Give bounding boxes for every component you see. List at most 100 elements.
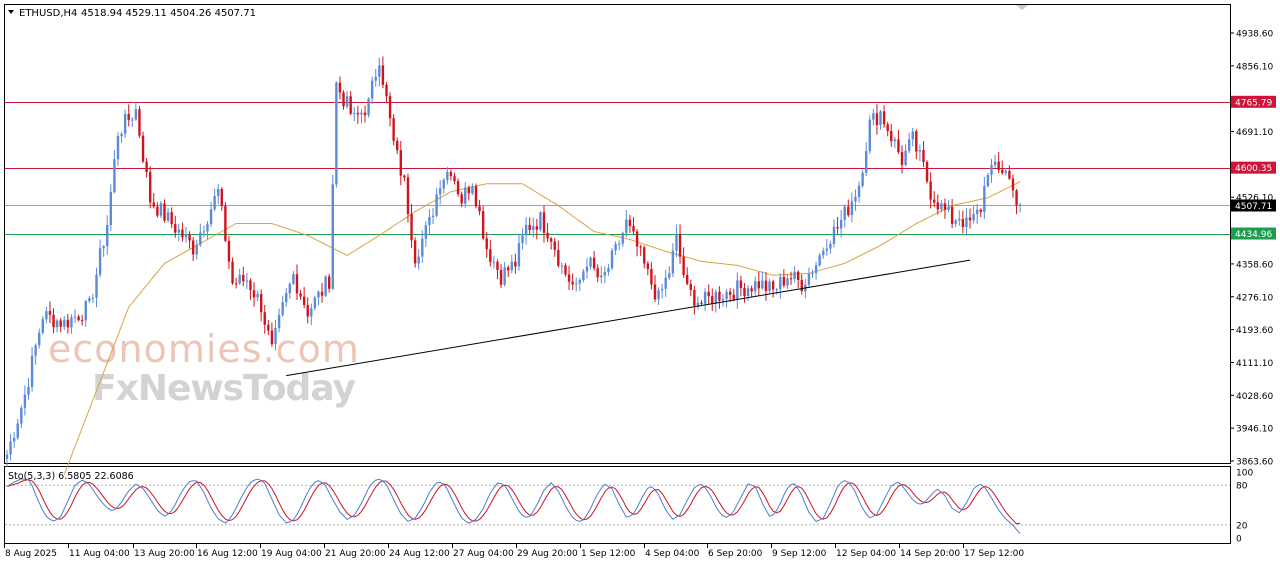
candle-body — [267, 324, 270, 331]
candle — [48, 301, 52, 324]
candle — [829, 241, 832, 254]
candle — [532, 217, 535, 238]
candles-layer — [5, 56, 1022, 468]
candle — [66, 314, 70, 334]
candle-body — [829, 243, 832, 249]
candle — [417, 249, 420, 270]
candle — [882, 105, 886, 128]
candle — [596, 264, 599, 283]
candle — [231, 257, 234, 285]
candle-body — [990, 165, 993, 175]
candle-body — [385, 84, 388, 97]
candle-body — [152, 202, 155, 207]
price-tick-label: 3946.10 — [1236, 425, 1273, 435]
candle-body — [793, 271, 796, 279]
candle — [220, 187, 223, 211]
candle — [317, 290, 320, 306]
candle — [41, 315, 44, 335]
stoch-signal-line — [6, 479, 1021, 525]
candle — [635, 229, 639, 257]
candle — [295, 264, 299, 301]
candle — [750, 285, 753, 297]
candle — [338, 76, 342, 100]
candle — [370, 76, 374, 105]
candle — [943, 198, 947, 219]
candle-body — [381, 65, 385, 85]
candle — [184, 226, 188, 243]
candle-body — [847, 206, 850, 216]
candle-body — [460, 194, 463, 204]
candle-body — [918, 149, 922, 152]
levels-layer — [5, 102, 1230, 235]
candle — [120, 132, 123, 143]
candle-body — [16, 423, 19, 438]
candle-body — [940, 203, 943, 210]
candle — [625, 210, 628, 238]
candle — [349, 90, 352, 116]
candle-body — [353, 112, 356, 114]
candle — [893, 136, 897, 148]
candle-body — [5, 454, 9, 459]
symbol-dropdown-icon[interactable] — [8, 10, 14, 14]
candle — [88, 296, 91, 304]
candle-body — [70, 317, 73, 328]
candle-body — [549, 238, 553, 242]
candle-body — [421, 238, 424, 257]
candle-body — [571, 281, 574, 285]
candle-body — [55, 320, 59, 328]
watermark-line1: economies.com — [48, 327, 360, 371]
candle — [202, 225, 206, 238]
candle — [163, 199, 166, 223]
time-tick-label: 17 Sep 12:00 — [964, 549, 1024, 559]
candle — [363, 105, 367, 123]
candle — [1001, 160, 1004, 175]
candle-body — [897, 139, 900, 153]
candle — [757, 271, 760, 296]
candle — [453, 172, 456, 185]
candle — [997, 152, 1000, 173]
time-tick-label: 14 Sep 20:00 — [900, 549, 960, 559]
candle-body — [227, 240, 231, 262]
candle — [80, 314, 84, 326]
price-tick-label: 4526.10 — [1236, 194, 1273, 204]
candle — [12, 432, 16, 448]
candle-body — [288, 283, 292, 294]
candle-body — [324, 276, 327, 296]
candle-body — [34, 345, 37, 356]
candle — [252, 282, 256, 307]
time-tick-label: 9 Sep 12:00 — [772, 549, 827, 559]
candle-body — [524, 224, 528, 236]
candle-body — [879, 111, 882, 126]
candle-body — [983, 186, 986, 212]
candle — [281, 295, 284, 317]
candle-body — [807, 273, 811, 285]
candle — [234, 277, 238, 289]
candle — [320, 282, 324, 303]
candle — [664, 269, 667, 298]
candle-body — [904, 150, 907, 166]
candle — [127, 104, 130, 127]
candle-body — [363, 112, 367, 116]
candle — [743, 283, 746, 303]
candle — [718, 286, 721, 309]
candle-body — [979, 209, 982, 212]
collapse-chevron-icon[interactable] — [1016, 5, 1028, 10]
level-price-tag-1 — [1231, 95, 1276, 108]
candle — [603, 266, 607, 284]
candle — [442, 177, 445, 194]
candle-body — [535, 226, 539, 230]
candle — [832, 219, 836, 248]
ohlc-label: 4518.94 4529.11 4504.26 4507.71 — [81, 8, 256, 19]
candle — [696, 296, 700, 310]
candle-body — [23, 394, 27, 408]
candle-body — [378, 65, 381, 77]
candle-body — [360, 112, 363, 115]
candle — [825, 238, 829, 256]
candle — [528, 217, 531, 235]
candle — [98, 239, 102, 278]
candle — [975, 203, 979, 224]
candle — [138, 105, 141, 138]
candle-body — [471, 186, 474, 194]
level-price-tag-label: 4600.35 — [1235, 164, 1272, 174]
candle-body — [714, 291, 718, 304]
